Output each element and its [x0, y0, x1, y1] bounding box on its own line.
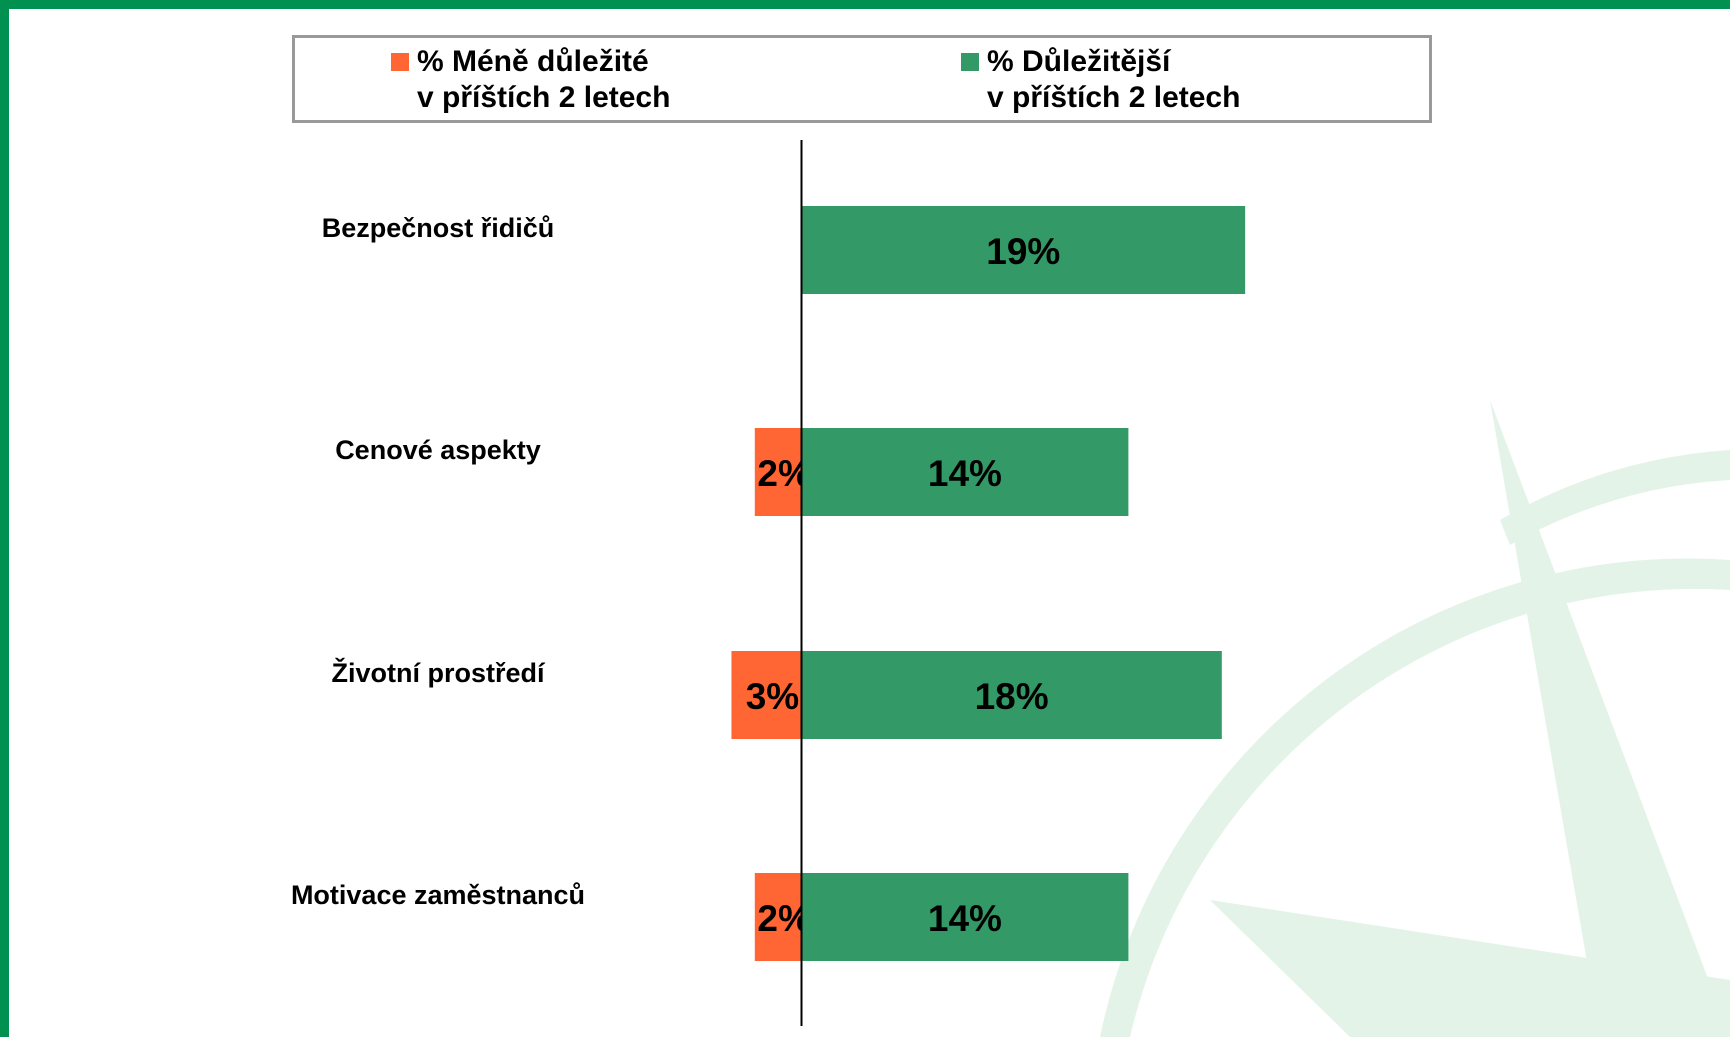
legend-label: % Důležitější v příštích 2 letech [987, 45, 1240, 114]
legend-entry: % Důležitější v příštích 2 letech [961, 44, 1240, 116]
page: {"chart_data": {"type": "diverging", "ca… [0, 0, 1730, 1037]
value-label: 18% [975, 676, 1049, 717]
value-label: 14% [928, 453, 1002, 494]
legend-label: % Méně důležité v příštích 2 letech [417, 45, 670, 114]
value-label: 14% [928, 898, 1002, 939]
legend-entry: % Méně důležité v příštích 2 letech [391, 44, 670, 116]
category-label: Motivace zaměstnanců [291, 880, 585, 910]
value-label: 19% [986, 231, 1060, 272]
category-label: Životní prostředí [331, 657, 546, 688]
category-label: Bezpečnost řidičů [322, 213, 555, 243]
chart: Bezpečnost řidičů19%Cenové aspekty2%14%Ž… [0, 0, 1730, 1037]
category-label: Cenové aspekty [335, 435, 541, 465]
legend-swatch [391, 53, 409, 71]
legend-swatch [961, 53, 979, 71]
legend: % Méně důležité v příštích 2 letech % Důl… [292, 35, 1432, 123]
value-label: 3% [746, 676, 799, 717]
